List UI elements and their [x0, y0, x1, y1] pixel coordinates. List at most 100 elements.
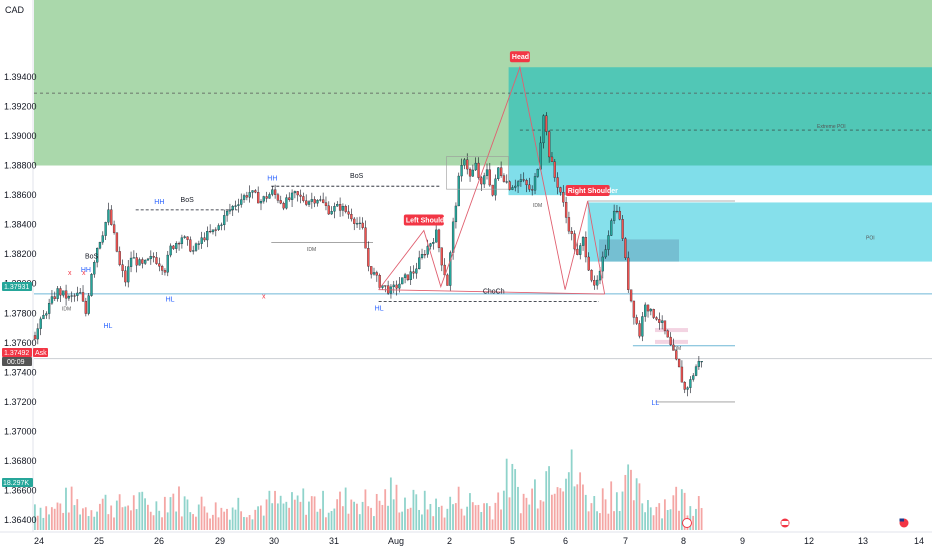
- volume-bar: [257, 506, 259, 530]
- volume-bar: [364, 489, 367, 530]
- volume-bar: [243, 517, 245, 530]
- pattern-tag-bg: [509, 51, 530, 63]
- volume-bar: [412, 489, 415, 530]
- volume-badge: 18.297K: [2, 478, 33, 487]
- candle-body: [313, 199, 316, 204]
- candle-body: [378, 275, 381, 288]
- volume-bar: [245, 517, 248, 530]
- volume-bar: [584, 494, 587, 530]
- candle-body: [293, 191, 297, 194]
- volume-bar: [534, 479, 536, 530]
- volume-bar: [655, 506, 658, 530]
- volume-bar: [460, 508, 463, 530]
- candle-body: [50, 296, 54, 304]
- candle-body: [573, 233, 576, 250]
- candle-body: [579, 245, 582, 255]
- lightning-event-icon[interactable]: [682, 518, 692, 528]
- volume-bar: [692, 515, 695, 530]
- volume-bar: [65, 487, 67, 530]
- volume-bar: [658, 503, 661, 530]
- candle-body: [296, 191, 299, 196]
- event-icons[interactable]: [682, 518, 909, 528]
- volume-bar: [483, 503, 485, 530]
- volume-bar: [138, 492, 141, 530]
- idm-label: IDM: [62, 306, 71, 312]
- candle-body: [454, 205, 458, 223]
- candle-body: [692, 375, 695, 380]
- candle-body: [273, 189, 277, 195]
- volume-bar: [511, 463, 514, 530]
- x-tick-label: 29: [215, 536, 225, 546]
- candle-body: [56, 288, 59, 299]
- candle-body: [689, 379, 692, 388]
- candle-body: [477, 162, 480, 178]
- candle-body: [401, 277, 404, 285]
- volume-bar: [265, 499, 268, 530]
- volume-bar: [87, 516, 90, 530]
- y-tick-label: 1.37600: [4, 338, 37, 348]
- candle-body: [412, 271, 415, 274]
- volume-bar: [579, 472, 582, 530]
- head-and-shoulders-pattern: Left Shoulder Head Right Shoulder: [378, 51, 618, 295]
- candle-body: [104, 222, 107, 236]
- volume-bar: [163, 496, 166, 530]
- candle-body: [460, 165, 463, 177]
- volume-text: 18.297K: [3, 480, 29, 487]
- volume-bar: [638, 483, 641, 530]
- volume-bar: [135, 509, 138, 530]
- candle-body: [268, 194, 271, 199]
- candle-body: [135, 257, 138, 266]
- swing-label: HH: [267, 175, 277, 182]
- volume-bar: [285, 501, 288, 530]
- candle-body: [601, 256, 604, 272]
- x-tick-labels[interactable]: 24 25 26 29 30 31 Aug 2 5 6 7 8 9 12 13 14: [34, 536, 924, 546]
- volume-bar: [101, 498, 104, 530]
- candle-body: [87, 295, 90, 314]
- candle-body: [47, 303, 51, 314]
- candle-body: [581, 237, 585, 246]
- candle-body: [398, 283, 401, 289]
- candle-body: [361, 222, 364, 228]
- candle-body: [118, 251, 121, 265]
- volume-bar: [56, 502, 59, 530]
- candle-body: [39, 318, 42, 329]
- volume-bar: [240, 511, 243, 530]
- candle-body: [299, 194, 302, 197]
- volume-bar: [313, 496, 316, 530]
- volume-bar: [248, 514, 251, 530]
- volume-bar: [121, 507, 124, 530]
- volume-bar: [590, 503, 593, 530]
- volume-bar: [271, 503, 274, 530]
- candle-body: [152, 256, 155, 258]
- price-axis[interactable]: [0, 0, 33, 532]
- candle-body: [257, 192, 260, 204]
- volume-bar: [669, 509, 672, 530]
- extreme-poi-label: Extreme POI: [817, 124, 846, 130]
- candle-body: [593, 280, 596, 286]
- volume-bar: [615, 492, 618, 530]
- candle-body: [305, 200, 308, 205]
- candle-body: [330, 211, 333, 215]
- volume-bar: [48, 514, 50, 530]
- last-price-badge: 1.37492 Ask 00:09: [2, 348, 48, 366]
- pattern-tag-bg: [565, 184, 610, 196]
- volume-bar: [200, 496, 203, 530]
- pattern-tag-label: Left Shoulder: [406, 218, 451, 225]
- volume-bar: [155, 501, 158, 530]
- volume-bar: [82, 508, 84, 530]
- volume-bar: [556, 487, 559, 530]
- candle-body: [350, 214, 353, 220]
- volume-bar: [144, 498, 146, 530]
- candle-body: [240, 199, 243, 205]
- volume-bar: [231, 507, 234, 530]
- volume-bar: [406, 508, 409, 530]
- candle-body: [675, 350, 678, 360]
- volume-bar: [211, 514, 214, 530]
- volume-bar: [635, 478, 638, 530]
- volume-bar: [440, 505, 443, 530]
- volume-bar: [680, 489, 683, 530]
- volume-bar: [604, 499, 607, 530]
- candle-body: [471, 169, 475, 177]
- volume-bar: [522, 493, 525, 530]
